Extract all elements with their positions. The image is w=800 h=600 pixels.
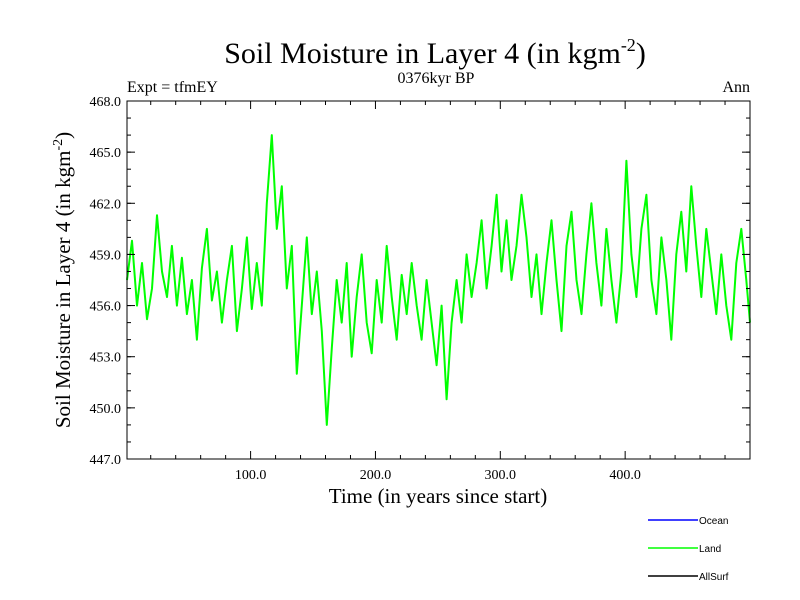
y-axis-label-sup: -2: [51, 139, 66, 151]
x-axis-label: Time (in years since start): [329, 484, 548, 508]
subtitle-left: Expt = tfmEY: [127, 79, 218, 96]
legend-label-land: Land: [699, 544, 721, 555]
y-tick-label: 453.0: [90, 351, 122, 366]
y-axis-label-text: Soil Moisture in Layer 4 (in kgm: [51, 151, 75, 429]
series-line-land: [126, 134, 751, 426]
legend-label-ocean: Ocean: [699, 516, 728, 527]
x-tick-label: 100.0: [235, 468, 267, 483]
chart-title-close: ): [636, 37, 646, 70]
x-tick-label: 400.0: [609, 468, 641, 483]
x-tick-label: 200.0: [360, 468, 392, 483]
y-tick-label: 462.0: [90, 197, 122, 212]
x-tick-label: 300.0: [485, 468, 517, 483]
subtitle-right: Ann: [722, 79, 750, 96]
subtitle-center: 0376kyr BP: [398, 70, 475, 87]
chart-title-sup: -2: [621, 35, 636, 55]
y-tick-label: 465.0: [90, 146, 122, 161]
ticks-layer: 447.0 450.0 453.0 456.0 459.0 462.0 465.0 468.0…: [90, 95, 750, 483]
plot-frame: [126, 100, 751, 460]
y-tick-label: 468.0: [90, 95, 122, 110]
y-tick-label: 456.0: [90, 300, 122, 315]
y-axis-label: Soil Moisture in Layer 4 (in kgm-2): [51, 132, 75, 428]
y-tick-label: 459.0: [90, 248, 122, 263]
legend: Ocean Land AllSurf: [648, 516, 729, 583]
legend-label-allsurf: AllSurf: [699, 572, 729, 583]
chart-title: Soil Moisture in Layer 4 (in kgm-2): [224, 35, 646, 70]
series-layer: [126, 134, 751, 426]
y-tick-label: 450.0: [90, 402, 122, 417]
y-axis-label-close: ): [51, 132, 75, 139]
y-tick-label: 447.0: [90, 453, 122, 468]
chart-title-text: Soil Moisture in Layer 4 (in kgm: [224, 37, 621, 70]
